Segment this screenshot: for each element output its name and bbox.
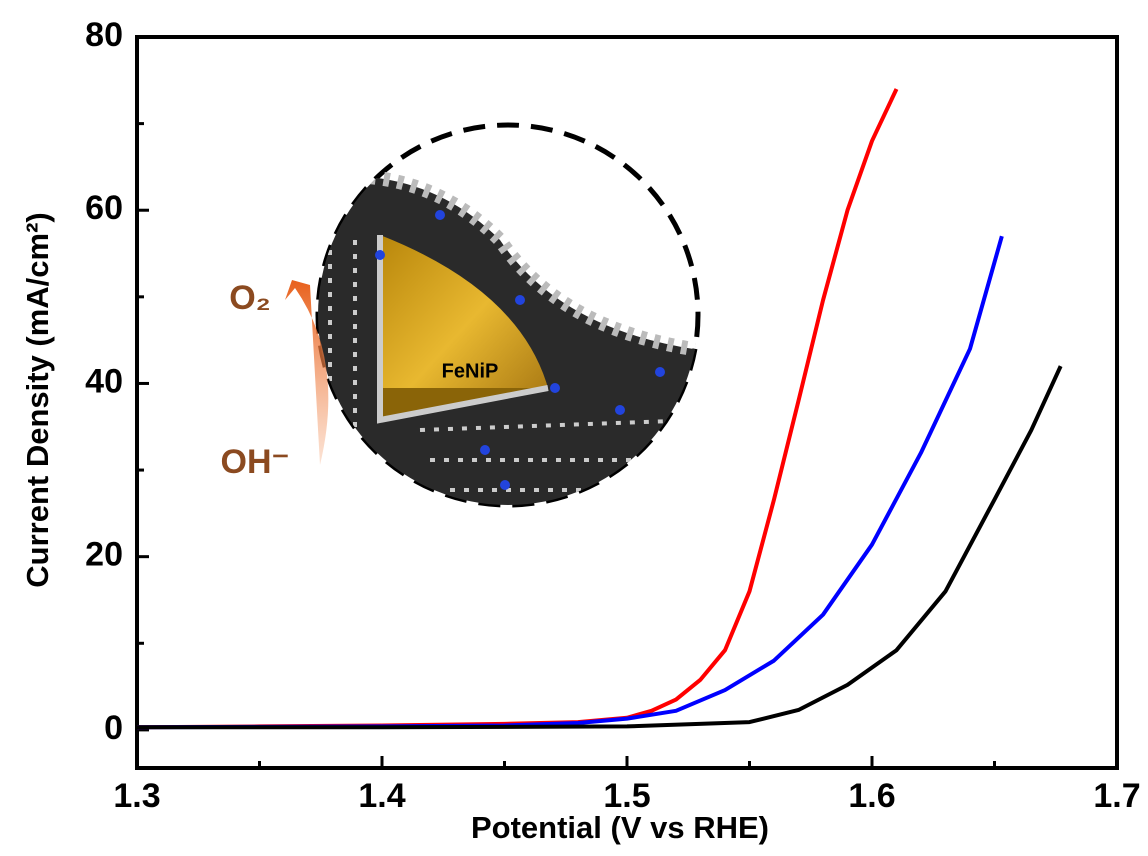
y-tick-label: 60 (85, 189, 123, 227)
y-tick-label: 0 (104, 709, 123, 747)
y-tick-label: 80 (85, 16, 123, 54)
x-tick-label: 1.4 (358, 777, 405, 815)
y-tick-label: 20 (85, 536, 123, 574)
annotation: OH⁻ (221, 443, 290, 481)
y-axis-title: Current Density (mA/cm²) (20, 212, 55, 588)
x-axis-title: Potential (V vs RHE) (471, 810, 769, 845)
x-tick-label: 1.3 (113, 777, 160, 815)
inset-illustration (285, 122, 701, 508)
data-line (137, 365, 1063, 730)
annotation: O₂ (229, 279, 271, 317)
y-tick-label: 40 (85, 362, 123, 400)
x-tick-label: 1.5 (603, 777, 650, 815)
x-tick-label: 1.7 (1093, 777, 1140, 815)
x-tick-label: 1.6 (848, 777, 895, 815)
annotation: FeNiP (442, 360, 499, 382)
